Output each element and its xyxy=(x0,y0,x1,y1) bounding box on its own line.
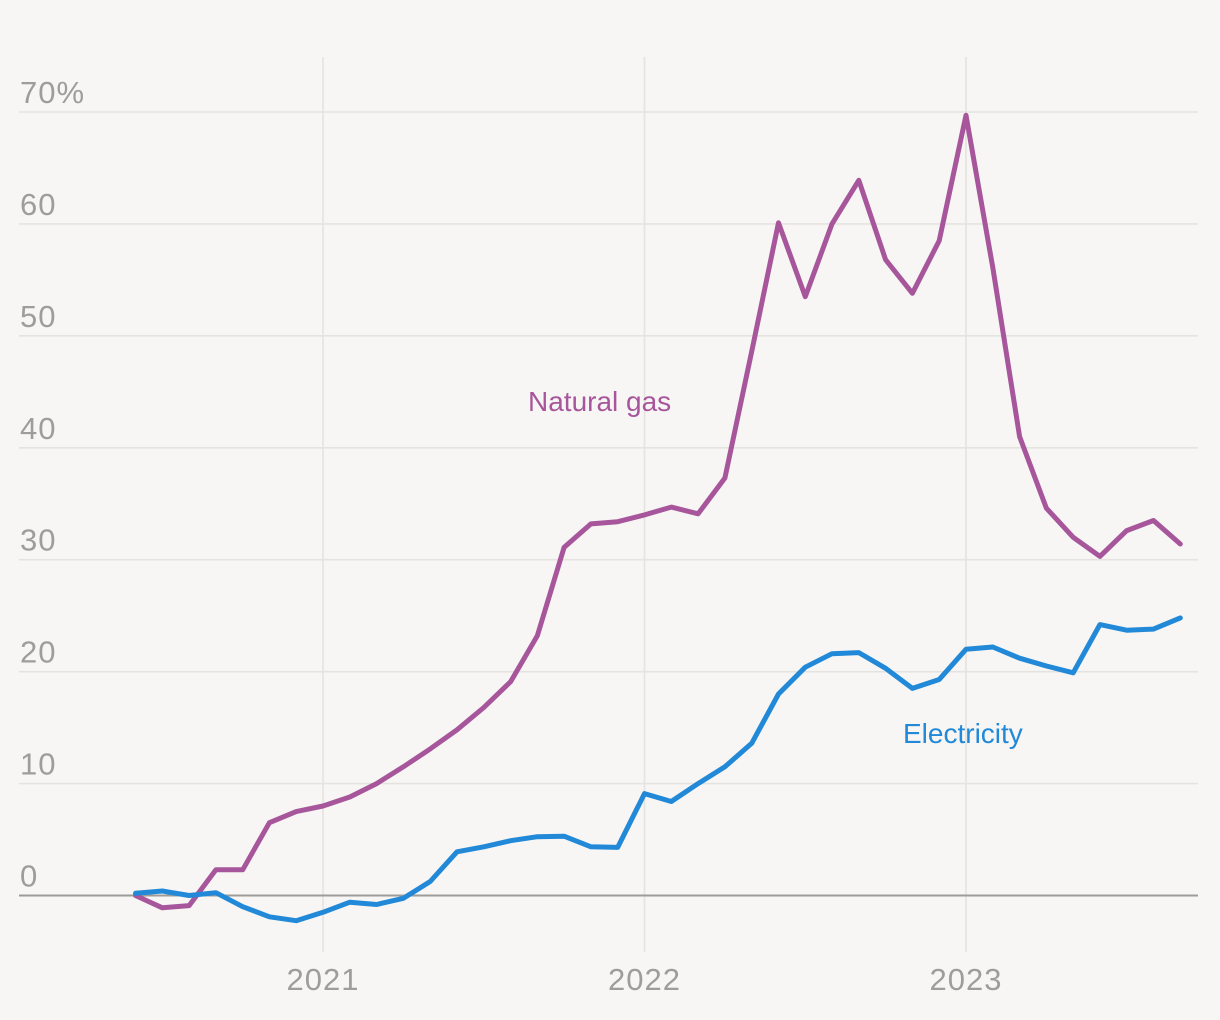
x-tick-label-2021: 2021 xyxy=(287,962,360,997)
x-tick-label-2023: 2023 xyxy=(930,962,1003,997)
natural-gas-line xyxy=(133,112,1183,911)
electricity-label: Electricity xyxy=(903,718,1023,749)
y-tick-label-70: 70% xyxy=(20,75,85,110)
x-tick-label-2022: 2022 xyxy=(608,962,681,997)
y-tick-label-20: 20 xyxy=(20,635,56,670)
y-tick-label-10: 10 xyxy=(20,747,56,782)
natural-gas-label: Natural gas xyxy=(528,386,671,417)
y-tick-label-30: 30 xyxy=(20,523,56,558)
y-tick-label-40: 40 xyxy=(20,411,56,446)
electricity-line xyxy=(133,615,1183,924)
y-tick-label-60: 60 xyxy=(20,187,56,222)
y-tick-label-0: 0 xyxy=(20,859,38,894)
y-tick-label-50: 50 xyxy=(20,299,56,334)
